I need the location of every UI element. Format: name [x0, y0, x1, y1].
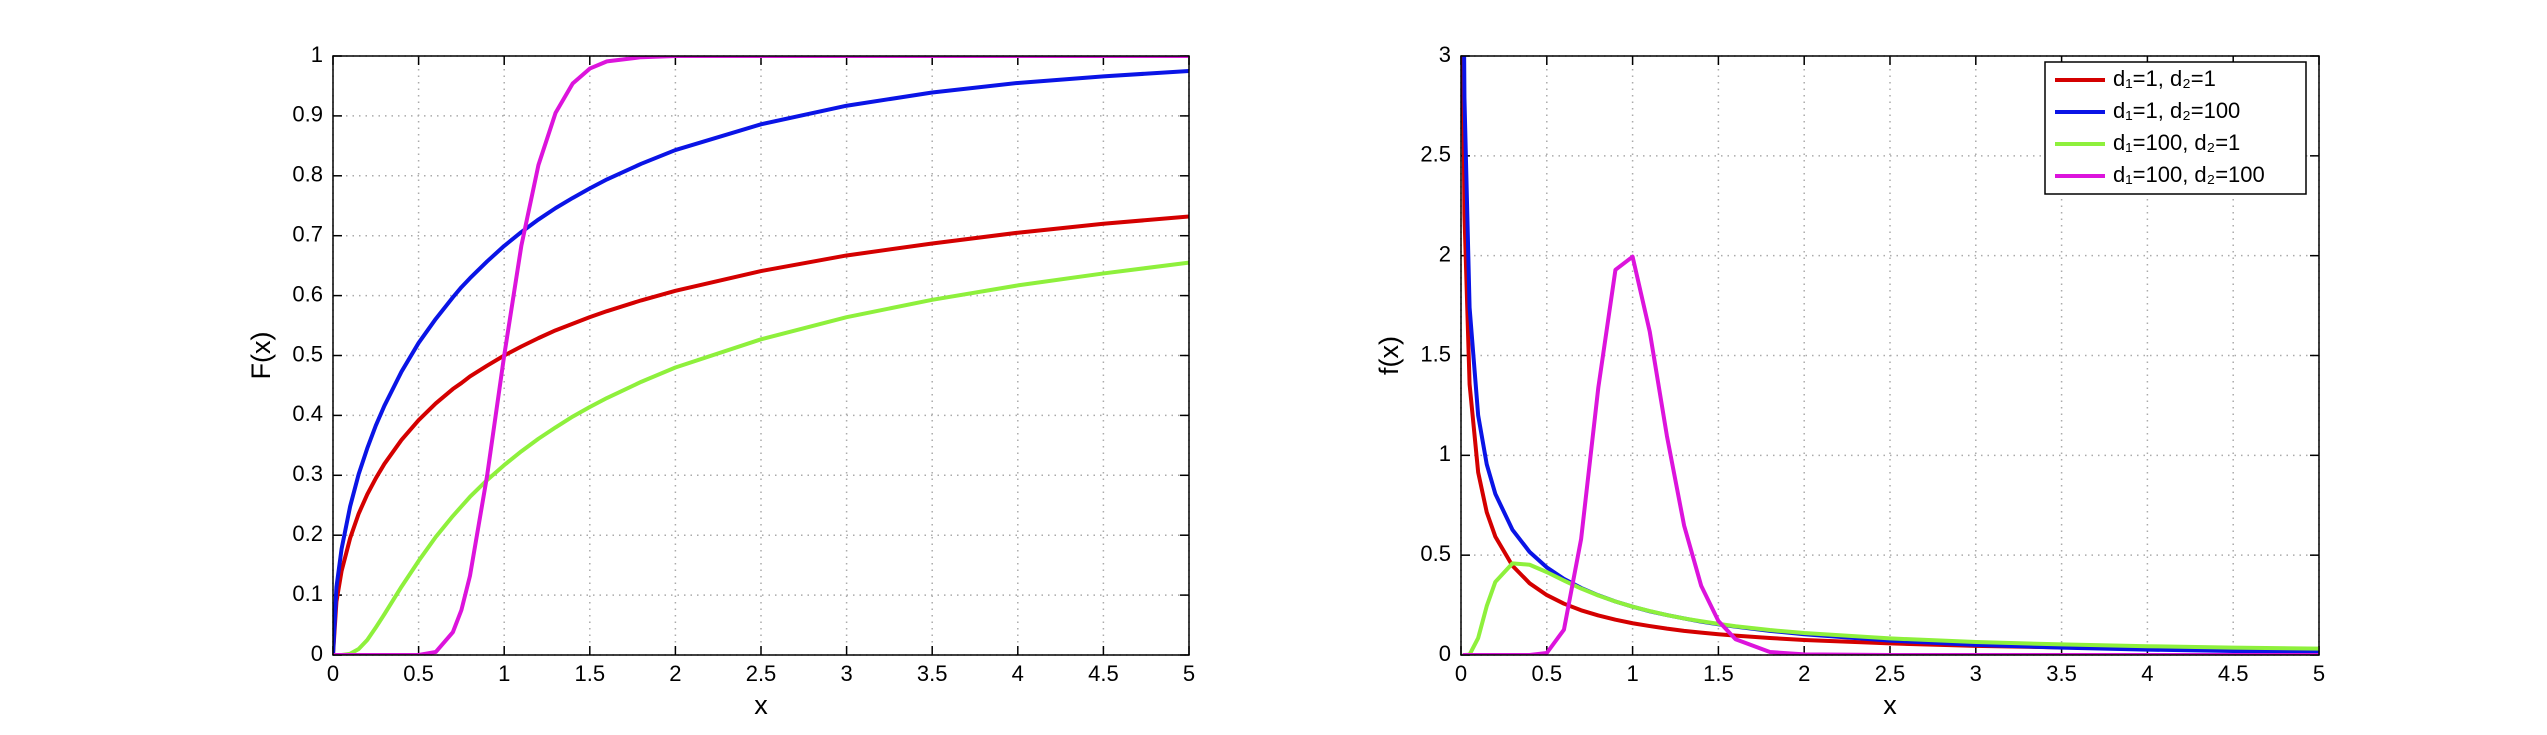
y-tick-label: 0.7 — [292, 222, 323, 247]
legend-label: d₁=1, d₂=1 — [2113, 66, 2216, 91]
y-tick-label: 0 — [1439, 641, 1451, 666]
y-tick-label: 0.2 — [292, 521, 323, 546]
x-tick-label: 3 — [840, 661, 852, 686]
legend-box — [2044, 61, 2307, 195]
x-tick-label: 3 — [1970, 661, 1982, 686]
axes: 0 0.5 1 1.5 2 2.5 3 3.5 4 4.5 5 0 0.1 0.2 0.3 0.4 0.5 0.6… — [246, 42, 1195, 720]
x-tick-label: 0.5 — [403, 661, 434, 686]
axes-frame — [1460, 55, 2320, 656]
y-tick-label: 2.5 — [1420, 142, 1451, 167]
axes-frame — [332, 55, 1190, 656]
y-tick-label: 0.9 — [292, 102, 323, 127]
x-tick-label: 4.5 — [1088, 661, 1119, 686]
x-tick-label: 3.5 — [2046, 661, 2077, 686]
x-tick-label: 0 — [327, 661, 339, 686]
x-tick-label: 0.5 — [1532, 661, 1563, 686]
x-tick-label: 0 — [1455, 661, 1467, 686]
x-tick-label: 3.5 — [917, 661, 948, 686]
y-axis-label: F(x) — [246, 332, 276, 380]
data-line — [333, 214, 1189, 655]
y-tick-label: 1 — [1439, 441, 1451, 466]
y-tick-label: 0.4 — [292, 401, 323, 426]
x-tick-label: 5 — [2313, 661, 2325, 686]
data-line — [1462, 561, 2319, 655]
y-tick-label: 0.5 — [292, 341, 323, 366]
x-tick-label: 5 — [1183, 661, 1195, 686]
y-tick-label: 0 — [311, 641, 323, 666]
data-line — [333, 56, 1189, 655]
x-tick-label: 4 — [1012, 661, 1024, 686]
y-axis-label: f(x) — [1374, 336, 1404, 375]
x-tick-label: 2 — [669, 661, 681, 686]
x-tick-label: 2 — [1798, 661, 1810, 686]
x-tick-label: 4.5 — [2218, 661, 2249, 686]
y-tick-label: 2 — [1439, 241, 1451, 266]
x-tick-label: 1 — [498, 661, 510, 686]
x-tick-label: 2.5 — [1875, 661, 1906, 686]
y-tick-label: 3 — [1439, 42, 1451, 67]
x-axis-label: x — [1883, 690, 1897, 720]
x-tick-label: 2.5 — [746, 661, 777, 686]
legend-label: d₁=100, d₂=1 — [2113, 130, 2240, 155]
x-tick-label: 4 — [2141, 661, 2153, 686]
y-tick-label: 0.1 — [292, 581, 323, 606]
y-tick-label: 0.5 — [1420, 541, 1451, 566]
data-line — [1462, 254, 2319, 655]
legend-label: d₁=1, d₂=100 — [2113, 98, 2240, 123]
y-tick-label: 1.5 — [1420, 341, 1451, 366]
data-line — [333, 68, 1189, 655]
y-tick-label: 0.3 — [292, 461, 323, 486]
x-tick-label: 1 — [1626, 661, 1638, 686]
axes: 0 0.5 1 1.5 2 2.5 3 3.5 4 4.5 5 0 0.5 1 1.5 2 2.5 3 x f(x) d… — [1374, 42, 2325, 720]
legend-label: d₁=100, d₂=100 — [2113, 162, 2265, 187]
data-line — [333, 260, 1189, 655]
y-tick-label: 1 — [311, 42, 323, 67]
y-tick-label: 0.6 — [292, 281, 323, 306]
x-tick-label: 1.5 — [575, 661, 606, 686]
y-tick-label: 0.8 — [292, 162, 323, 187]
x-axis-label: x — [754, 690, 768, 720]
x-tick-label: 1.5 — [1703, 661, 1734, 686]
legend: d₁=1, d₂=1 d₁=1, d₂=100 d₁=100, d₂=1 d₁=100… — [2044, 61, 2307, 195]
